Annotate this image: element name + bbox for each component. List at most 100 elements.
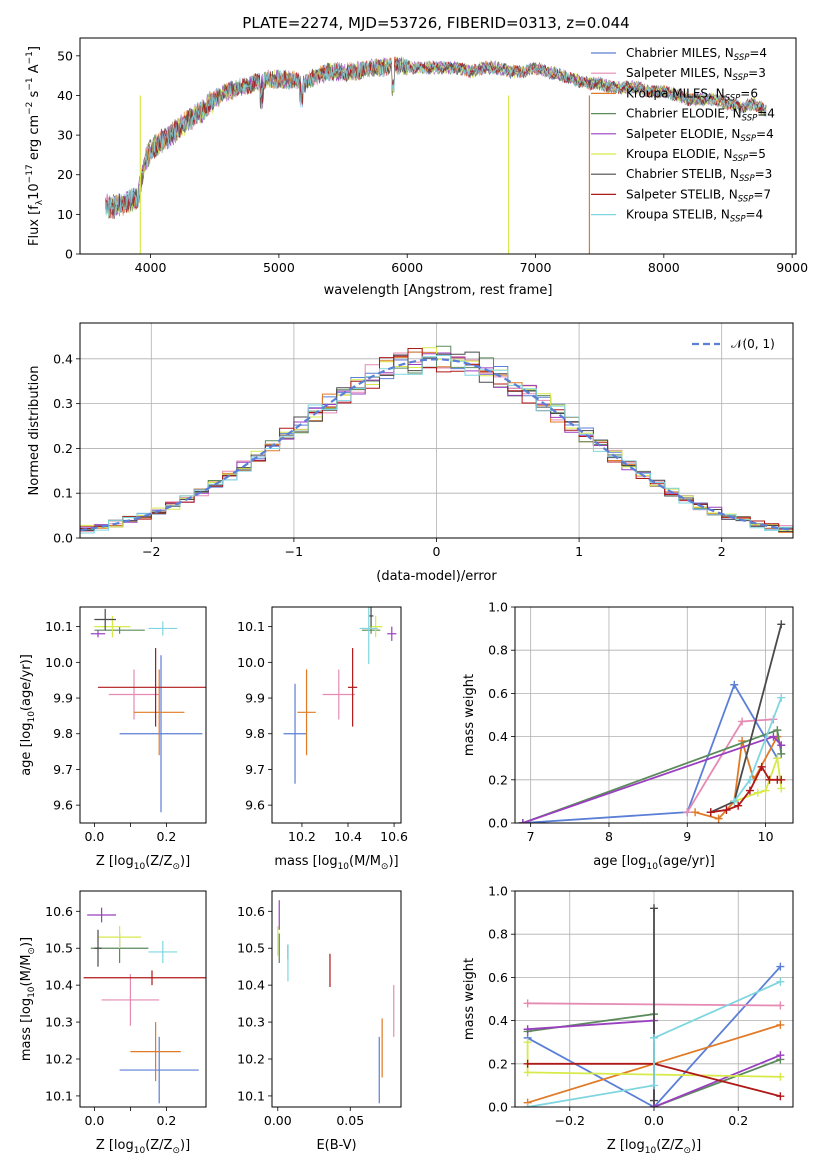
legend-entry-salpeter-elodie: Salpeter ELODIE, NSSP=4 bbox=[626, 127, 774, 144]
series-marker bbox=[777, 784, 786, 793]
series-marker bbox=[722, 806, 731, 815]
plot-area bbox=[90, 608, 206, 813]
x-tick-label: 0.0 bbox=[644, 1113, 664, 1128]
legend-entry-kroupa-elodie: Kroupa ELODIE, NSSP=5 bbox=[626, 147, 766, 164]
y-tick-label: 10.1 bbox=[237, 1088, 265, 1103]
series-marker bbox=[776, 1072, 785, 1081]
y-tick-label: 20 bbox=[57, 167, 73, 182]
y-axis-label: Normed distribution bbox=[27, 366, 42, 496]
x-tick-label: −0.2 bbox=[555, 1113, 585, 1128]
errorbar-salpeter-stelib bbox=[98, 648, 206, 727]
series-marker bbox=[650, 1096, 658, 1105]
series-marker bbox=[745, 775, 754, 784]
series-marker bbox=[706, 808, 715, 817]
y-tick-label: 40 bbox=[57, 88, 73, 103]
series-marker bbox=[761, 786, 770, 795]
normal-reference-curve bbox=[80, 358, 793, 532]
legend-entry-chabrier-stelib: Chabrier STELIB, NSSP=3 bbox=[626, 167, 772, 184]
errorbar-chabrier-elodie bbox=[361, 626, 381, 634]
series-marker bbox=[777, 741, 786, 750]
y-axis-label: Flux [fλ10−17 erg cm−2 s−1 A−1] bbox=[25, 46, 45, 246]
y-tick-label: 10.4 bbox=[45, 978, 73, 993]
series-marker bbox=[691, 808, 700, 817]
series-line bbox=[527, 965, 782, 1107]
series-marker bbox=[523, 1038, 532, 1047]
axes-frame bbox=[79, 37, 797, 255]
y-tick-label: 9.6 bbox=[245, 798, 265, 813]
series-marker bbox=[745, 786, 754, 795]
series-kroupa-stelib bbox=[523, 977, 785, 1107]
series-marker bbox=[765, 775, 774, 784]
x-tick-label: 10 bbox=[758, 829, 774, 844]
y-axis-label: mass weight bbox=[462, 958, 477, 1040]
errorbar-kroupa-miles bbox=[130, 1022, 181, 1082]
panel-z-mass: 0.0 0.2 10.1 10.2 10.3 10.4 10.5 10.6 Z [log10(Z… bbox=[19, 890, 207, 1156]
errorbar-salpeter-stelib bbox=[83, 970, 206, 986]
y-tick-label: 0.8 bbox=[488, 927, 508, 942]
spectrum-line-kroupa-stelib bbox=[105, 57, 767, 216]
y-tick-label: 50 bbox=[57, 48, 73, 63]
y-axis-label: mass [log10(M/M⊙)] bbox=[19, 937, 37, 1061]
x-tick-label: 8 bbox=[605, 829, 613, 844]
x-tick-label: 6000 bbox=[391, 260, 423, 275]
y-tick-label: 0.4 bbox=[488, 729, 508, 744]
x-axis-label: Z [log10(Z/Z⊙)] bbox=[607, 1138, 701, 1156]
series-marker bbox=[518, 819, 527, 823]
y-tick-label: 10.2 bbox=[237, 1052, 265, 1067]
y-tick-label: 10.1 bbox=[45, 619, 73, 634]
series-marker bbox=[776, 962, 785, 971]
series-marker bbox=[523, 999, 532, 1008]
x-tick-label: 7000 bbox=[520, 260, 552, 275]
y-tick-label: 9.6 bbox=[53, 798, 73, 813]
series-marker bbox=[776, 1020, 785, 1029]
y-tick-label: 10.3 bbox=[45, 1015, 73, 1030]
y-tick-label: 10.6 bbox=[237, 904, 265, 919]
y-tick-label: 9.7 bbox=[245, 762, 265, 777]
series-salpeter-miles bbox=[683, 715, 778, 817]
panel-mass-age: 10.2 10.4 10.6 9.6 9.7 9.8 9.9 10.0 10.1 mass [lo… bbox=[237, 606, 408, 872]
y-tick-label: 0.2 bbox=[488, 1056, 508, 1071]
series-marker bbox=[734, 801, 743, 810]
y-tick-label: 0.1 bbox=[53, 486, 73, 501]
panel-ebv-mass: 0.00 0.05 10.1 10.2 10.3 10.4 10.5 10.6 E(B-V) bbox=[237, 890, 402, 1153]
x-tick-label: 8000 bbox=[648, 260, 680, 275]
x-tick-label: 0.05 bbox=[336, 1113, 364, 1128]
series-chabrier-elodie bbox=[518, 726, 786, 823]
y-tick-label: 0.4 bbox=[488, 1013, 508, 1028]
series-marker bbox=[523, 1103, 532, 1107]
errorbar-kroupa-elodie bbox=[98, 926, 142, 949]
axes-frame bbox=[271, 890, 402, 1108]
y-tick-label: 10.2 bbox=[45, 1052, 73, 1067]
y-tick-label: 0.6 bbox=[488, 686, 508, 701]
series-marker bbox=[683, 808, 692, 817]
series-marker bbox=[777, 620, 786, 629]
series-line bbox=[710, 764, 782, 814]
errorbar-chabrier-stelib bbox=[94, 608, 116, 631]
x-tick-label: 9 bbox=[683, 829, 691, 844]
x-tick-label: 10.2 bbox=[288, 829, 316, 844]
y-tick-label: 10.1 bbox=[45, 1088, 73, 1103]
y-tick-label: 9.8 bbox=[245, 726, 265, 741]
series-marker bbox=[777, 693, 786, 702]
series-marker bbox=[523, 1025, 532, 1034]
errorbar-kroupa-miles bbox=[134, 669, 185, 756]
series-kroupa-stelib bbox=[730, 693, 786, 806]
y-tick-label: 0.2 bbox=[488, 772, 508, 787]
y-tick-label: 0.0 bbox=[488, 1100, 508, 1115]
legend-entry-chabrier-elodie: Chabrier ELODIE, NSSP=4 bbox=[626, 107, 775, 124]
panel-z-age: 0.0 0.2 9.6 9.7 9.8 9.9 10.0 10.1 Z [log10(Z/Z⊙)… bbox=[19, 606, 207, 872]
series-line bbox=[527, 980, 781, 1107]
series-marker bbox=[776, 977, 785, 986]
series-marker bbox=[769, 732, 778, 741]
axes-frame bbox=[514, 606, 794, 824]
errorbar-salpeter-elodie bbox=[90, 630, 106, 638]
x-tick-label: 2 bbox=[718, 544, 726, 559]
legend: Chabrier MILES, NSSP=4 Salpeter MILES, NS… bbox=[591, 46, 775, 225]
y-tick-label: 10.5 bbox=[237, 941, 265, 956]
series-marker bbox=[753, 788, 762, 797]
x-tick-label: 0.2 bbox=[156, 1113, 176, 1128]
y-tick-label: 9.7 bbox=[53, 762, 73, 777]
y-tick-label: 10.4 bbox=[237, 978, 265, 993]
histogram-kroupa-stelib bbox=[80, 355, 793, 534]
